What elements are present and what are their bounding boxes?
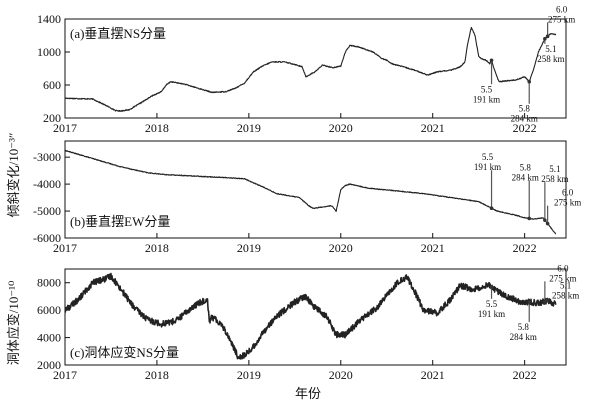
y-tick-label: -4000	[33, 177, 61, 191]
marker-dot	[527, 79, 532, 84]
plot-frame	[64, 140, 567, 239]
y-axis-label-strain: 洞体应变/10⁻¹⁰	[6, 281, 21, 366]
marker-dot	[489, 58, 494, 63]
annotation-magnitude: 5.5	[486, 299, 498, 309]
annotation-distance: 275 km	[554, 198, 581, 208]
y-axis-label-tilt: 倾斜变化/10⁻³″	[6, 133, 21, 218]
y-tick-label: -6000	[33, 231, 61, 245]
panel-title: (a)垂直摆NS分量	[70, 26, 166, 41]
y-tick-label: -5000	[33, 204, 61, 218]
annotation-magnitude: 5.5	[481, 84, 493, 94]
annotation-magnitude: 5.8	[519, 104, 531, 114]
x-tick-label: 2019	[237, 368, 261, 382]
y-tick-label: 1000	[37, 45, 61, 59]
panels: 200 600 1000 1400 2017 2018 2019 2020 2021 2022 (a…	[33, 4, 581, 382]
panel-3: 2000 4000 6000 8000 2017 2018 2019 2020 2021 2022…	[37, 263, 579, 382]
annotation-distance: 191 km	[478, 309, 505, 319]
marker-dot	[545, 298, 550, 303]
marker-dot	[543, 299, 547, 304]
series-line	[64, 272, 557, 360]
y-tick-label: 600	[43, 78, 61, 92]
panel-2: -6000 -5000 -4000 -3000 2017 2018 2019 2020 2021…	[33, 140, 581, 255]
y-tick-label: 6000	[37, 303, 61, 317]
x-tick-label: 2021	[421, 368, 445, 382]
x-tick-label: 2022	[513, 241, 537, 255]
annotation-magnitude: 5.1	[560, 281, 571, 291]
y-tick-label: 2000	[37, 358, 61, 372]
annotation-magnitude: 6.0	[556, 4, 568, 14]
marker-dot	[545, 221, 550, 226]
panel-title: (c)洞体应变NS分量	[70, 345, 179, 360]
annotation-magnitude: 5.1	[549, 164, 560, 174]
annotation-distance: 258 km	[552, 291, 579, 301]
annotation-distance: 258 km	[541, 174, 568, 184]
y-tick-label: 1400	[37, 12, 61, 26]
x-tick-label: 2022	[513, 121, 537, 135]
marker-dot	[543, 218, 547, 222]
x-axis-label: 年份	[295, 386, 321, 401]
marker-dot	[545, 34, 550, 39]
annotation-magnitude: 5.8	[518, 322, 530, 332]
annotation-distance: 275 km	[549, 273, 576, 283]
x-tick-label: 2018	[145, 241, 169, 255]
marker-dot	[543, 37, 547, 41]
x-tick-label: 2017	[53, 241, 77, 255]
y-tick-label: 200	[43, 111, 61, 125]
x-tick-label: 2020	[329, 121, 353, 135]
annotation-distance: 258 km	[537, 54, 564, 64]
x-tick-label: 2018	[145, 121, 169, 135]
x-tick-label: 2021	[421, 121, 445, 135]
annotation-magnitude: 6.0	[557, 263, 569, 273]
annotation-distance: 191 km	[473, 94, 500, 104]
annotation-magnitude: 5.8	[520, 162, 532, 172]
x-tick-label: 2017	[53, 121, 77, 135]
y-tick-label: 4000	[37, 331, 61, 345]
panel-1: 200 600 1000 1400 2017 2018 2019 2020 2021 2022 (a…	[37, 4, 575, 135]
y-tick-label: -3000	[33, 150, 61, 164]
marker-dot	[489, 206, 494, 211]
plot-frame	[64, 268, 567, 366]
annotation-distance: 191 km	[474, 162, 501, 172]
marker-dot	[527, 300, 532, 304]
annotation-magnitude: 5.1	[545, 44, 556, 54]
x-tick-label: 2017	[53, 368, 77, 382]
panel-title: (b)垂直摆EW分量	[70, 214, 170, 229]
annotation-magnitude: 5.5	[482, 152, 494, 162]
annotation-distance: 284 km	[512, 172, 539, 182]
annotation-distance: 275 km	[548, 14, 575, 24]
x-tick-label: 2019	[237, 121, 261, 135]
annotation-distance: 284 km	[510, 332, 537, 342]
marker-dot	[527, 216, 532, 221]
x-tick-label: 2018	[145, 368, 169, 382]
x-tick-label: 2020	[329, 368, 353, 382]
marker-dot	[489, 285, 494, 289]
x-tick-label: 2021	[421, 241, 445, 255]
plot-frame	[64, 18, 567, 119]
x-tick-label: 2019	[237, 241, 261, 255]
series-line	[64, 26, 557, 112]
x-tick-label: 2020	[329, 241, 353, 255]
annotation-distance: 284 km	[511, 114, 538, 124]
x-tick-label: 2022	[513, 368, 537, 382]
series-line	[64, 149, 557, 235]
y-tick-label: 8000	[37, 276, 61, 290]
annotation-magnitude: 6.0	[562, 188, 574, 198]
